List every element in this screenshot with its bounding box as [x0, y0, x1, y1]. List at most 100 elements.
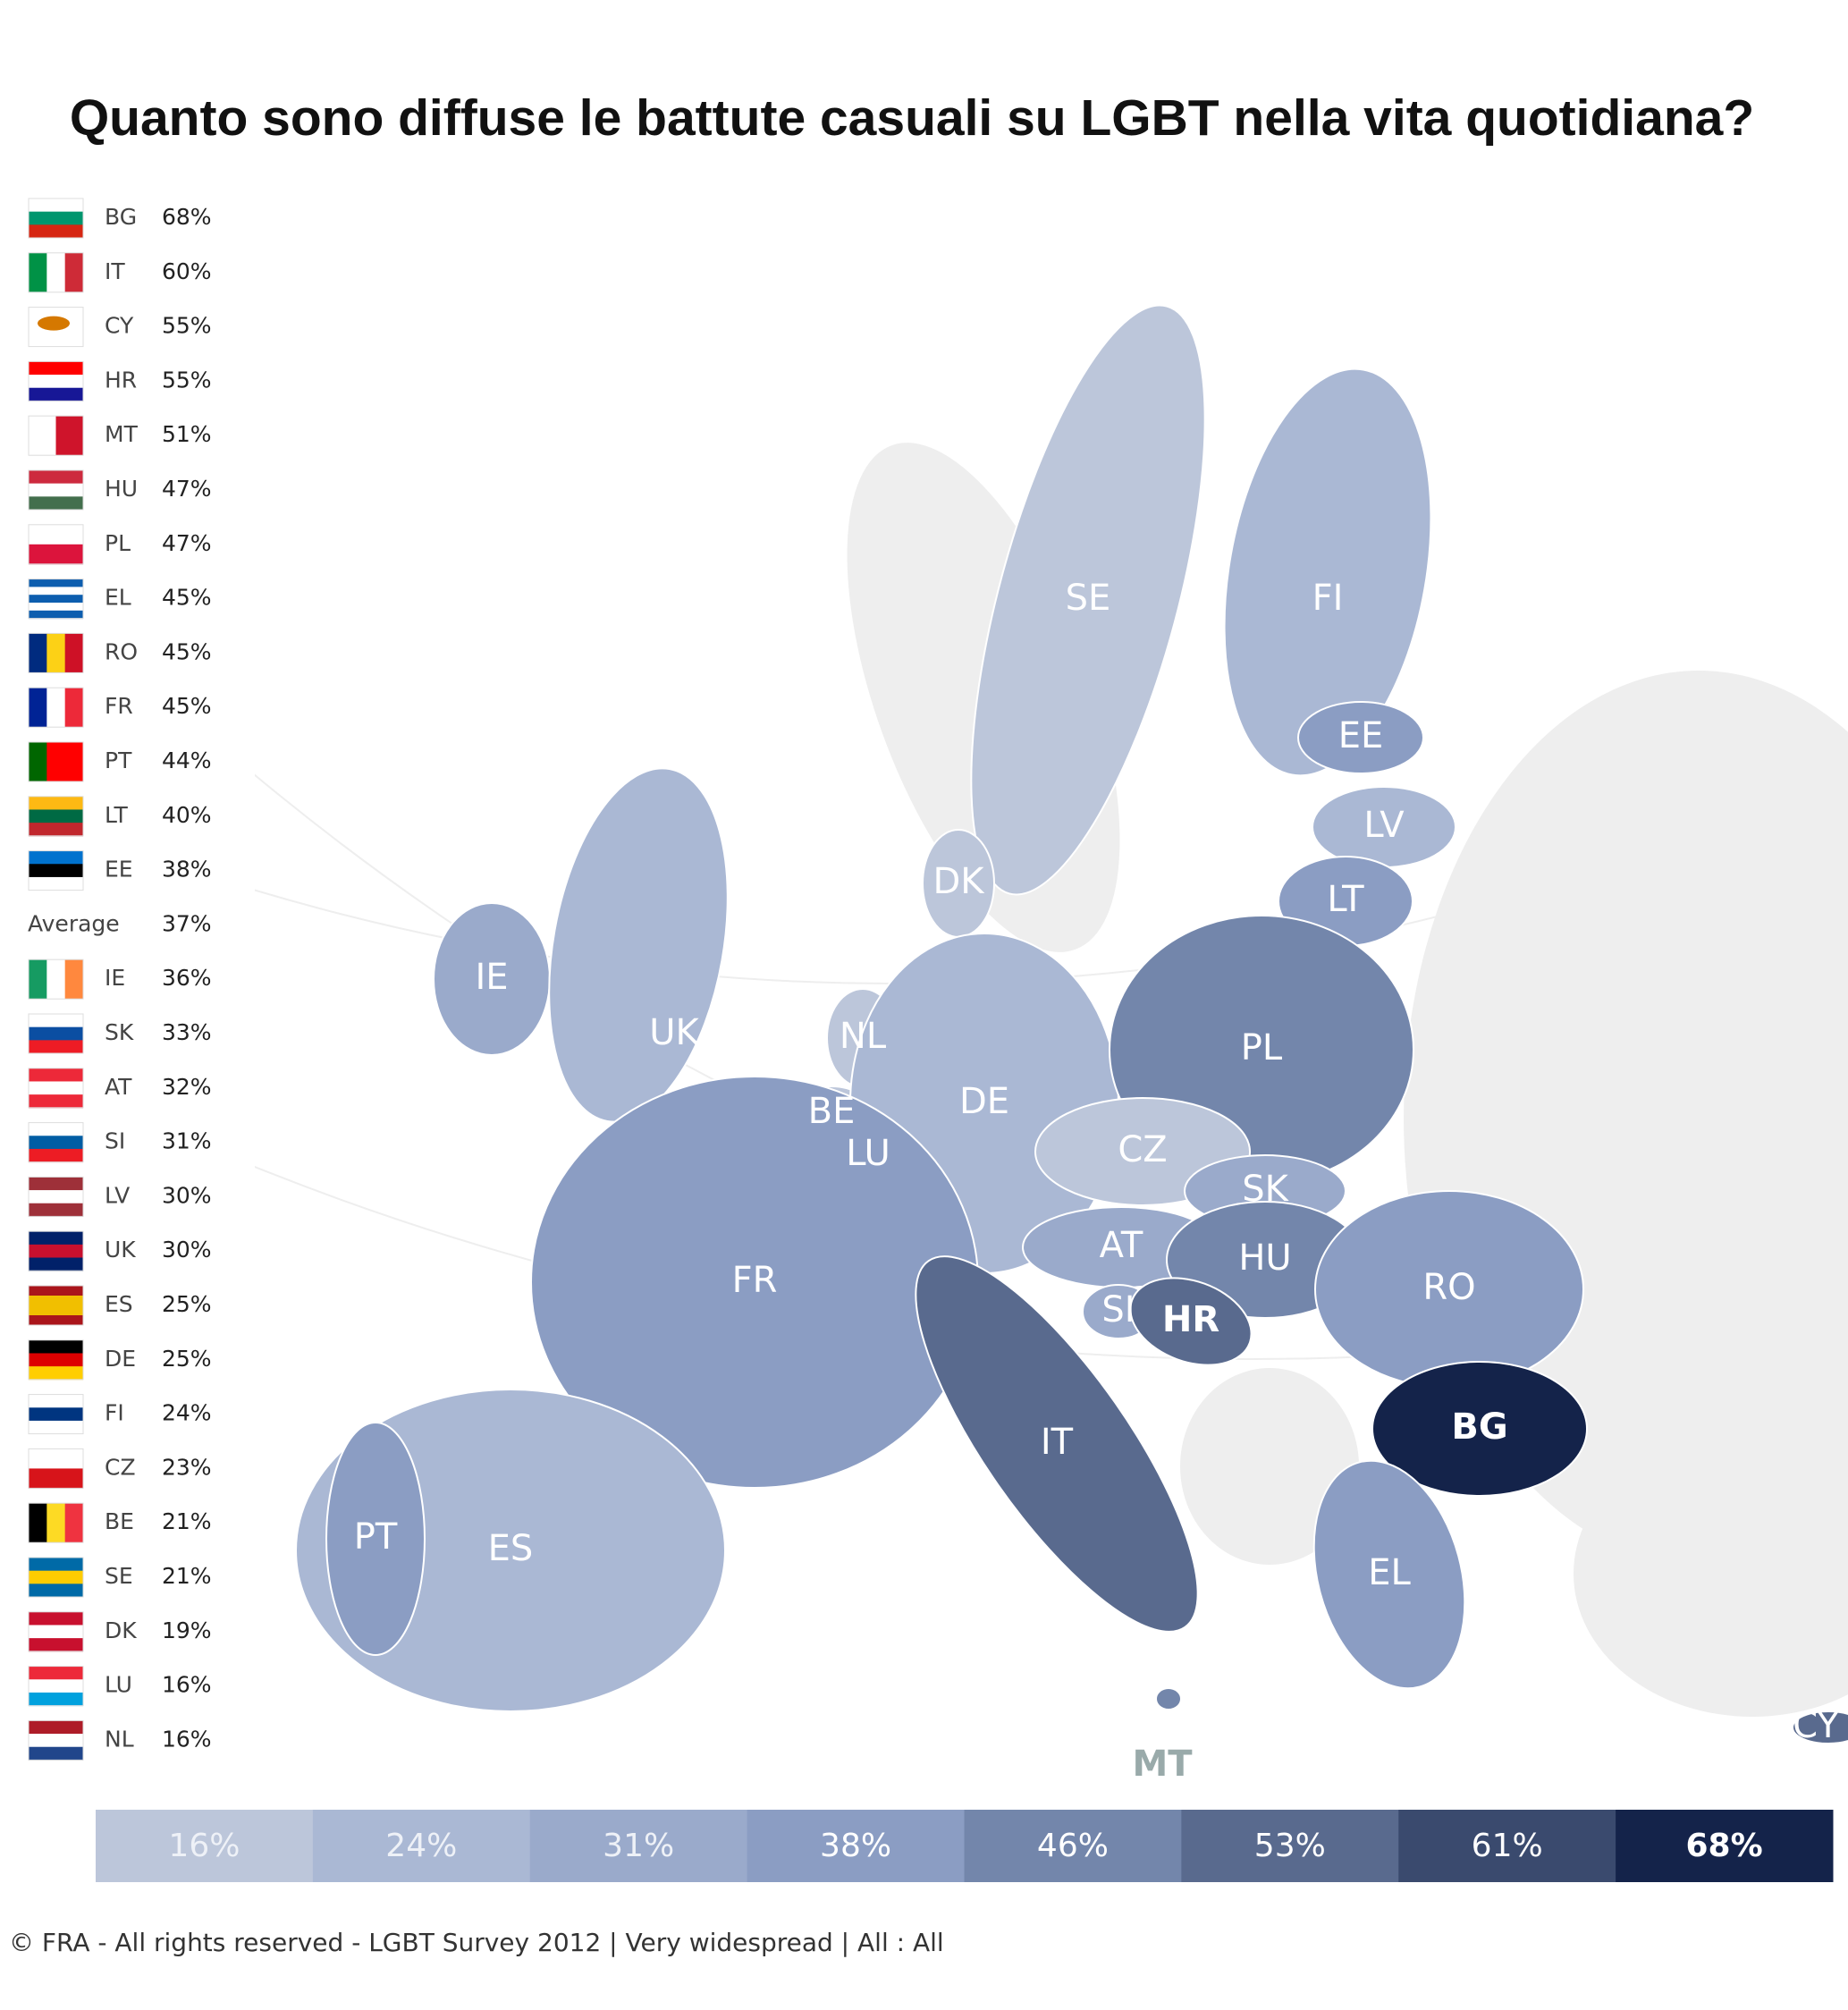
flag — [28, 1339, 84, 1381]
country-label: LV — [1363, 805, 1405, 846]
country-code: AT — [105, 1074, 132, 1100]
flag-border — [28, 959, 84, 1000]
flag-stripe — [29, 864, 83, 878]
flag — [28, 1122, 84, 1163]
country-value: 21% — [162, 1508, 212, 1534]
flag-stripe — [29, 1296, 83, 1306]
flag-stripe — [29, 1177, 83, 1191]
country-label: CY — [1793, 1705, 1839, 1746]
country — [1223, 367, 1432, 777]
flag — [28, 1502, 84, 1543]
legend-label: 16% — [168, 1828, 240, 1864]
legend-bin — [1616, 1810, 1834, 1882]
flag-stripe — [29, 1366, 83, 1381]
country-code: EL — [105, 585, 131, 611]
legend: 16% 24% 31% 38% 46% 53% 61% 68% — [96, 1810, 1834, 1882]
flag-stripe — [64, 633, 84, 673]
country-code: HU — [105, 476, 138, 502]
flag-border — [28, 1339, 84, 1381]
country-value: 45% — [162, 638, 212, 664]
country-code: LV — [105, 1182, 130, 1208]
country-label: NL — [840, 1016, 887, 1057]
flag-border — [28, 1394, 84, 1435]
country-code: NL — [105, 1726, 134, 1752]
flag-border — [28, 796, 84, 837]
flag-border — [28, 850, 84, 891]
country-label: PT — [354, 1516, 398, 1558]
flag-stripe — [29, 1026, 83, 1041]
flag — [28, 198, 84, 239]
flag-stripe — [55, 416, 84, 456]
flag — [28, 1013, 84, 1054]
country-value: 45% — [162, 585, 212, 611]
country-label: SK — [1242, 1169, 1289, 1210]
country-label: IE — [475, 957, 508, 998]
flag-stripe — [29, 603, 83, 612]
flag-stripe — [46, 633, 66, 673]
flag-stripe — [29, 333, 83, 348]
country-code: FI — [105, 1400, 124, 1426]
country-code: RO — [105, 638, 138, 664]
flag-stripe — [46, 688, 66, 728]
country-label: SI — [1101, 1289, 1135, 1330]
flag-stripe — [29, 1339, 83, 1354]
flag — [28, 796, 84, 837]
flag-stripe — [29, 1244, 83, 1259]
flag-stripe — [29, 1666, 83, 1680]
flag — [28, 741, 84, 782]
country-value: 25% — [162, 1346, 212, 1372]
legend-bin — [1181, 1810, 1399, 1882]
flag-border — [28, 741, 84, 782]
flag-stripe — [29, 959, 47, 1000]
ranking: BG 68% IT 60% CY 55% HR 55% MT 51% HU 47% PL 47% EL 45%… — [28, 198, 212, 1761]
flag-border — [28, 1502, 84, 1543]
non-eu-land — [1574, 1431, 1848, 1717]
legend-label: 61% — [1472, 1828, 1543, 1864]
country-value: 16% — [162, 1672, 212, 1698]
flag-emblem — [38, 316, 70, 331]
country-label: ES — [488, 1528, 534, 1569]
country-value: 37% — [162, 910, 212, 936]
country-code: BE — [105, 1508, 134, 1534]
country-label: RO — [1422, 1267, 1475, 1308]
flag-stripe — [29, 809, 83, 823]
country-code: CY — [105, 313, 134, 339]
flag-border — [28, 1611, 84, 1652]
flag-stripe — [29, 1315, 83, 1326]
flag-border — [28, 524, 84, 565]
flag-stripe — [29, 211, 83, 225]
legend-bin — [747, 1810, 965, 1882]
flag-stripe — [29, 595, 83, 604]
country-code: DE — [105, 1346, 136, 1372]
flag — [28, 1557, 84, 1598]
legend-bin — [964, 1810, 1182, 1882]
country-label: LU — [846, 1133, 890, 1174]
legend-label: 31% — [603, 1828, 674, 1864]
country-value: 51% — [162, 421, 212, 447]
flag-stripe — [29, 1692, 83, 1707]
flag-stripe — [29, 1638, 83, 1652]
country-label: SE — [1066, 578, 1111, 619]
country — [325, 1422, 426, 1656]
country-value: 47% — [162, 530, 212, 556]
flag-stripe — [29, 1734, 83, 1748]
country-value: 21% — [162, 1563, 212, 1589]
country-label: FI — [1312, 578, 1344, 619]
flag-stripe — [29, 1448, 83, 1469]
country-value: 44% — [162, 747, 212, 773]
country-label: CZ — [1118, 1129, 1167, 1170]
country — [1155, 1687, 1182, 1710]
country-value: 38% — [162, 857, 212, 883]
flag-stripe — [29, 587, 83, 595]
legend-label: 53% — [1254, 1828, 1326, 1864]
country-value: 45% — [162, 693, 212, 719]
country-code: ES — [105, 1291, 133, 1317]
flag-stripe — [64, 252, 84, 292]
country-value: 25% — [162, 1291, 212, 1317]
flag-stripe — [29, 1305, 83, 1316]
flag-stripe — [64, 959, 84, 1000]
flag-stripe — [29, 1720, 83, 1735]
legend-bin — [96, 1810, 314, 1882]
flag-stripe — [29, 1679, 83, 1693]
